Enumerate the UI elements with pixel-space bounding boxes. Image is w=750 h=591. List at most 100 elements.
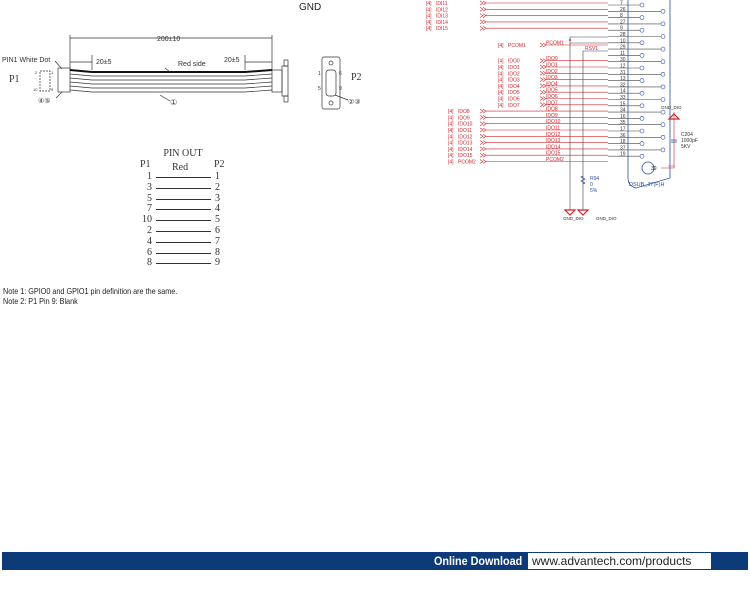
wire-label: IDO13: [546, 138, 561, 144]
pin-contact: [660, 72, 666, 77]
wire-label: IDO10: [546, 119, 561, 125]
wire-label: IDO12: [546, 132, 561, 138]
pin-number: 16: [620, 114, 626, 120]
sheet-ref: [4]: [426, 26, 432, 32]
pinout-row: 2 6: [130, 225, 240, 236]
wire-label: IDO1: [546, 63, 558, 69]
wire-line: [156, 241, 211, 243]
offpage-connector-icon: [479, 108, 487, 114]
offpage-connector-icon: [479, 25, 487, 31]
pin-contact: [639, 15, 645, 20]
gnd-label-1: GND_DIO: [563, 216, 584, 221]
net-label: IDO2: [508, 71, 520, 77]
callout-dsub: ②③: [348, 98, 361, 106]
capacitor-ref: C204: [681, 132, 693, 138]
gnd-label: GND: [299, 2, 322, 13]
sheet-ref: [4]: [498, 71, 504, 77]
col-p2: P2: [214, 159, 225, 170]
wire-label: IDO11: [546, 126, 560, 132]
pin-number: 35: [620, 120, 626, 126]
net-label: IDI13: [436, 14, 448, 20]
callout-cable: ①: [170, 98, 177, 107]
p1-pin-number: 1: [51, 70, 54, 75]
net-label: IDI11: [436, 1, 448, 7]
sheet-ref: [4]: [498, 43, 504, 49]
pin-number: 11: [620, 51, 625, 57]
offpage-connector-icon: [479, 159, 487, 164]
net-label: IDO6: [508, 97, 520, 103]
sheet-ref: [4]: [448, 128, 454, 134]
sheet-ref: [4]: [426, 14, 432, 20]
net-label: IDO1: [508, 65, 520, 71]
p2-pin: 2: [215, 181, 220, 193]
p1-pin: 8: [147, 257, 152, 269]
wire-line: [156, 263, 211, 265]
capacitor-rating: 5KV: [681, 144, 691, 150]
pin-contact: [639, 65, 645, 71]
wire-line: [156, 220, 211, 222]
pin-number: 19: [620, 152, 626, 158]
pinout-row: 3 2: [130, 182, 240, 193]
pin-number: 31: [620, 70, 626, 76]
sheet-ref: [4]: [426, 20, 432, 26]
pin-number: 37: [620, 145, 626, 151]
net-label: IDO12: [458, 134, 473, 140]
offpage-connector-icon: [479, 13, 487, 18]
pinout-row: 4 7: [130, 236, 240, 247]
connector-body: [627, 0, 671, 189]
sheet-ref: [4]: [498, 90, 504, 96]
net-label: IDO9: [458, 115, 470, 121]
pin-number: 29: [620, 45, 626, 51]
shield-contact: [641, 161, 655, 175]
red-side-label: Red side: [178, 61, 206, 68]
notes: Note 1: GPIO0 and GPIO1 pin definition a…: [3, 286, 177, 306]
pin-number: 17: [620, 127, 626, 133]
p1-pin: 2: [147, 224, 152, 236]
wire-label: PCOM1: [546, 41, 564, 47]
p2-pin: 1: [215, 171, 220, 182]
sheet-ref: [4]: [448, 153, 454, 159]
resistor-tolerance: 5%: [590, 188, 598, 194]
pinout-row: 1 1: [130, 171, 240, 182]
pinout-title: PIN OUT: [163, 148, 203, 159]
pin-number: 10: [620, 38, 626, 44]
pin-contact: [639, 153, 645, 159]
pin-number: 33: [620, 95, 626, 101]
pin-contact: [639, 40, 645, 46]
net-label: IDO3: [508, 78, 520, 84]
pin-contact: [660, 46, 666, 52]
sheet-ref: [4]: [498, 59, 504, 65]
pin-number: 30: [620, 57, 626, 63]
wire-label: IDO14: [546, 144, 561, 150]
resistor-ref: R94: [590, 176, 599, 182]
pin-number: 12: [620, 64, 626, 70]
pin-contact: [660, 97, 666, 102]
pin1-marker-label: PIN1 White Dot: [2, 57, 50, 64]
net-label: IDO10: [458, 122, 473, 128]
sheet-ref: [4]: [448, 122, 454, 128]
sheet-ref: [4]: [448, 134, 454, 140]
offpage-connector-icon: [479, 127, 487, 133]
pin-number: 32: [620, 82, 626, 88]
wire-line: [156, 209, 211, 211]
pin-number: 15: [620, 101, 626, 107]
pin-number: 36: [620, 133, 626, 139]
sheet-ref: [4]: [498, 103, 504, 109]
pinout-row: 5 3: [130, 193, 240, 204]
p1-pin: 6: [147, 246, 152, 258]
p2-pin: 7: [215, 235, 220, 247]
p2-label: P2: [351, 72, 362, 83]
p1-pin-number: 9: [51, 87, 54, 92]
gnd-bus-wire: [569, 36, 608, 210]
net-label: IDO13: [458, 141, 473, 147]
pin-number: 28: [620, 32, 626, 38]
download-url-link[interactable]: www.advantech.com/products: [528, 553, 711, 569]
pin-contact: [660, 135, 666, 140]
offpage-connector-icon: [479, 121, 487, 126]
sheet-ref: [4]: [448, 160, 454, 166]
sheet-ref: [4]: [426, 1, 432, 7]
p2-pin: 3: [215, 192, 220, 204]
wire-label: IDO9: [546, 113, 558, 119]
pin-contact: [660, 84, 666, 90]
